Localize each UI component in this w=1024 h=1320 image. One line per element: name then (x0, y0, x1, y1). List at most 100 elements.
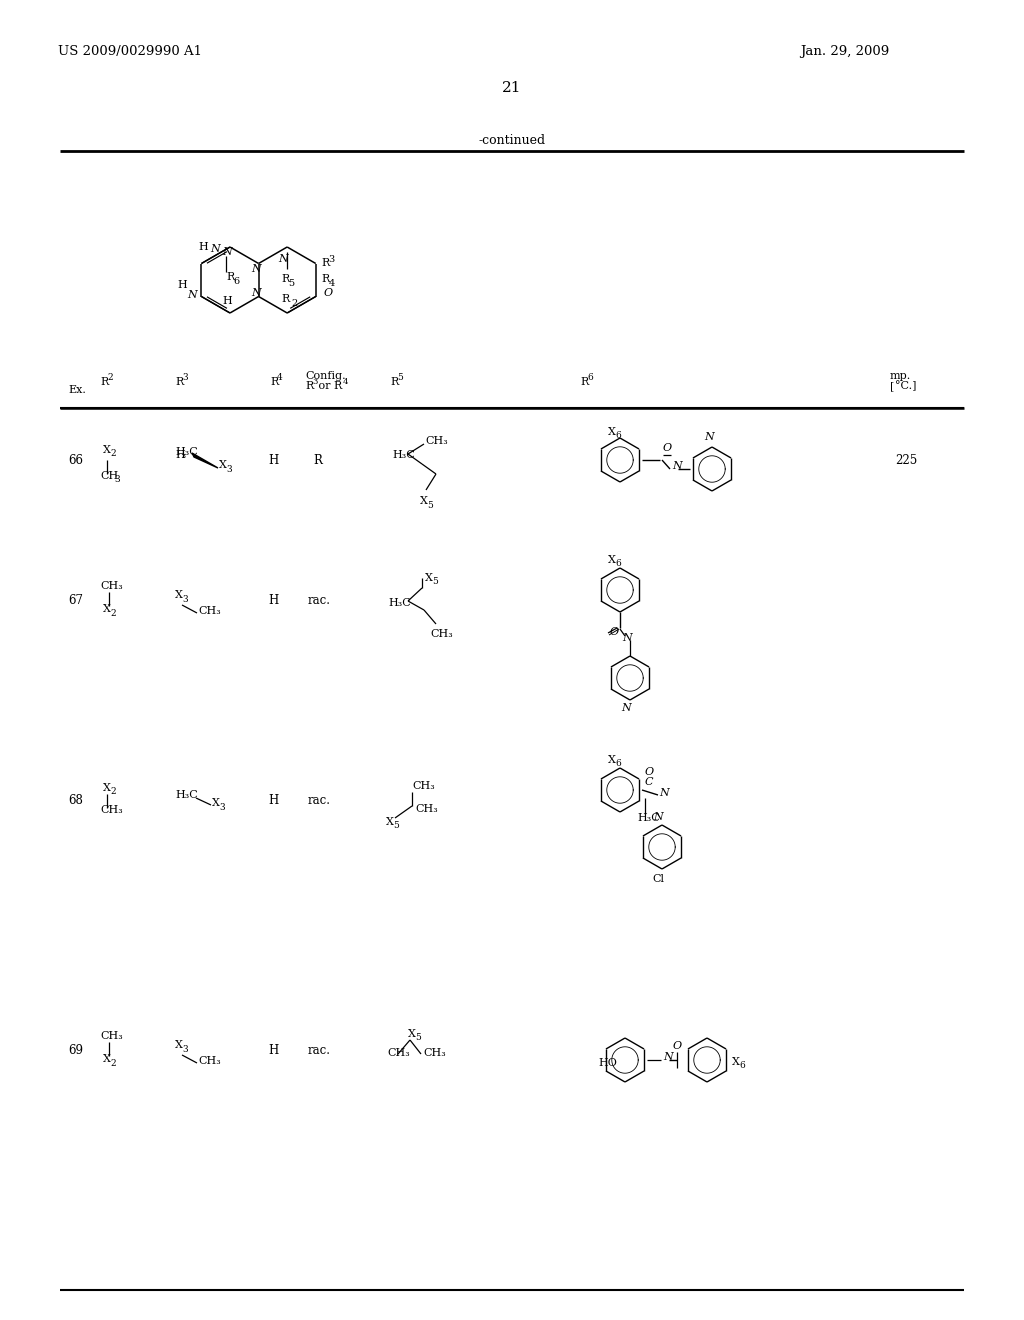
Text: X: X (608, 426, 615, 437)
Text: 67: 67 (68, 594, 83, 606)
Text: 5: 5 (393, 821, 399, 830)
Text: N: N (672, 461, 682, 471)
Text: X: X (219, 459, 227, 470)
Text: R: R (270, 378, 279, 387)
Text: R: R (313, 454, 322, 466)
Text: R: R (322, 275, 330, 285)
Text: N: N (222, 247, 231, 257)
Text: 2: 2 (291, 298, 297, 308)
Text: CH₃: CH₃ (412, 781, 435, 791)
Text: O: O (673, 1041, 682, 1051)
Text: N: N (210, 244, 220, 253)
Text: C: C (645, 777, 653, 787)
Text: Ex.: Ex. (68, 385, 86, 395)
Text: rac.: rac. (308, 594, 331, 606)
Text: N: N (187, 289, 198, 300)
Text: 5: 5 (288, 279, 294, 288)
Text: X: X (420, 496, 428, 506)
Text: CH: CH (100, 471, 118, 480)
Text: rac.: rac. (308, 793, 331, 807)
Text: X: X (103, 1053, 111, 1064)
Text: X: X (175, 1040, 183, 1049)
Text: Jan. 29, 2009: Jan. 29, 2009 (800, 45, 889, 58)
Text: R: R (305, 381, 313, 391)
Text: 3: 3 (182, 594, 187, 603)
Text: N: N (252, 264, 261, 273)
Text: -continued: -continued (478, 133, 546, 147)
Text: O: O (610, 627, 620, 638)
Text: ₃: ₃ (182, 450, 186, 459)
Text: R: R (282, 275, 290, 284)
Text: rac.: rac. (308, 1044, 331, 1056)
Text: or R: or R (315, 381, 342, 391)
Text: R: R (226, 272, 234, 282)
Text: X: X (608, 755, 615, 766)
Text: N: N (705, 432, 714, 442)
Text: X: X (103, 783, 111, 793)
Text: N: N (279, 253, 288, 264)
Text: H₃C: H₃C (388, 598, 411, 609)
Text: N: N (622, 704, 631, 713)
Text: 2: 2 (110, 609, 116, 618)
Text: H: H (268, 793, 279, 807)
Text: H: H (268, 454, 279, 466)
Text: CH₃: CH₃ (198, 606, 221, 616)
Text: H₃C: H₃C (637, 813, 659, 822)
Text: 3: 3 (182, 372, 187, 381)
Text: H: H (175, 450, 184, 459)
Text: O: O (324, 289, 333, 298)
Text: 3: 3 (312, 378, 317, 385)
Text: R: R (390, 378, 398, 387)
Text: 5: 5 (397, 372, 402, 381)
Text: O: O (645, 767, 654, 777)
Text: R: R (281, 294, 290, 304)
Text: 6: 6 (587, 372, 593, 381)
Polygon shape (193, 453, 218, 469)
Text: 6: 6 (615, 759, 621, 768)
Text: 3: 3 (114, 475, 120, 484)
Text: H₃C: H₃C (175, 789, 198, 800)
Text: 21: 21 (502, 81, 522, 95)
Text: °C.]: °C.] (895, 380, 916, 391)
Text: mp.: mp. (890, 371, 911, 381)
Text: 3: 3 (219, 803, 224, 812)
Text: 5: 5 (427, 500, 433, 510)
Text: H: H (268, 594, 279, 606)
Text: 66: 66 (68, 454, 83, 466)
Text: H: H (222, 296, 231, 306)
Text: [: [ (890, 381, 894, 391)
Text: 4: 4 (343, 378, 348, 385)
Text: O: O (663, 444, 672, 453)
Text: R: R (322, 259, 330, 268)
Text: CH₃: CH₃ (430, 630, 453, 639)
Text: CH₃: CH₃ (387, 1048, 410, 1059)
Text: R: R (100, 378, 109, 387)
Text: H: H (177, 280, 187, 289)
Text: 6: 6 (739, 1061, 744, 1071)
Text: 6: 6 (233, 276, 240, 285)
Text: H₃C: H₃C (392, 450, 415, 459)
Text: CH₃: CH₃ (100, 805, 123, 814)
Text: Cl: Cl (652, 874, 664, 884)
Text: X: X (212, 799, 220, 808)
Text: 3: 3 (182, 1044, 187, 1053)
Text: X: X (103, 605, 111, 614)
Text: CH₃: CH₃ (425, 436, 447, 446)
Text: H₃C: H₃C (175, 447, 198, 457)
Text: N: N (653, 812, 663, 822)
Text: 5: 5 (432, 578, 438, 586)
Text: 2: 2 (110, 788, 116, 796)
Text: 69: 69 (68, 1044, 83, 1056)
Text: CH₃: CH₃ (100, 1031, 123, 1041)
Text: X: X (425, 573, 433, 583)
Text: R: R (580, 378, 588, 387)
Text: 6: 6 (615, 432, 621, 441)
Text: US 2009/0029990 A1: US 2009/0029990 A1 (58, 45, 202, 58)
Text: 6: 6 (615, 560, 621, 569)
Text: CH₃: CH₃ (100, 581, 123, 591)
Text: X: X (175, 590, 183, 601)
Text: N: N (659, 788, 669, 799)
Text: R: R (175, 378, 183, 387)
Text: 4: 4 (329, 279, 335, 288)
Text: 3: 3 (226, 465, 231, 474)
